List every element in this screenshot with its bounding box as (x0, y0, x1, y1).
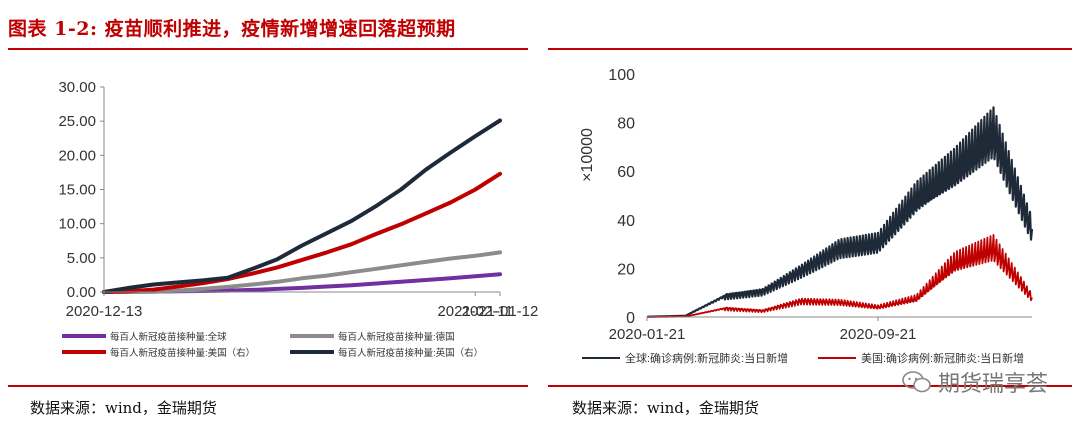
left-y-tick-label: 15.00 (58, 182, 96, 199)
right-series-line-1 (647, 234, 1033, 318)
right-chart: 0 20 40 60 80 100 ×10000 2020-01-21 2020-09-21 全… (579, 67, 1034, 365)
right-legend-label: 全球:确诊病例:新冠肺炎:当日新增 (625, 351, 788, 365)
left-x-tick-label: 2021-01-12 (462, 303, 539, 320)
title-rule-right (548, 48, 1072, 50)
right-x-tick-label: 2020-09-21 (840, 326, 917, 343)
left-y-tick-label: 5.00 (67, 250, 96, 267)
right-y-tick-label: 0 (626, 310, 635, 327)
left-legend-label: 每百人新冠疫苗接种量:德国 (338, 331, 455, 343)
left-x-tick-label: 2020-12-13 (66, 303, 143, 320)
right-y-tick-label: 100 (608, 67, 635, 84)
left-y-tick-label: 20.00 (58, 147, 96, 164)
left-series-line-3 (102, 118, 502, 294)
left-series-line-1 (102, 250, 502, 294)
left-y-tick-label: 0.00 (67, 284, 96, 301)
source-right: 数据来源：wind，金瑞期货 (572, 399, 759, 417)
left-series-line-2 (102, 171, 502, 294)
figure-title: 图表 1-2: 疫苗顺利推进，疫情新增增速回落超预期 (8, 18, 456, 40)
source-left: 数据来源：wind，金瑞期货 (30, 399, 217, 417)
right-series-line-0 (646, 106, 1034, 318)
wechat-icon (902, 371, 931, 393)
left-y-tick-label: 10.00 (58, 216, 96, 233)
left-x-tick-label: 2021-02-11 (437, 303, 513, 320)
right-y-tick-label: 20 (617, 261, 635, 278)
right-y-tick-label: 80 (617, 116, 635, 133)
right-legend-label: 美国:确诊病例:新冠肺炎:当日新增 (861, 351, 1024, 365)
left-chart: 0.00 5.00 10.00 15.00 20.00 25.00 30.00 2020-12… (58, 79, 539, 359)
bottom-rule-right (548, 385, 1072, 387)
watermark-text: 期货瑞享荟 (937, 372, 1048, 397)
left-legend-label: 每百人新冠疫苗接种量:全球 (110, 331, 227, 343)
right-y-axis-label: ×10000 (579, 128, 596, 182)
right-y-tick-label: 60 (617, 164, 635, 181)
watermark: 期货瑞享荟 (902, 366, 1048, 398)
left-y-tick-label: 25.00 (58, 113, 96, 130)
left-legend-label: 每百人新冠疫苗接种量:美国（右） (110, 347, 255, 359)
left-legend-label: 每百人新冠疫苗接种量:英国（右） (338, 347, 483, 359)
right-y-tick-label: 40 (617, 213, 635, 230)
right-x-tick-label: 2020-01-21 (609, 326, 686, 343)
left-y-tick-label: 30.00 (58, 79, 96, 96)
bottom-rule-left (8, 385, 528, 387)
title-rule-left (8, 48, 528, 50)
